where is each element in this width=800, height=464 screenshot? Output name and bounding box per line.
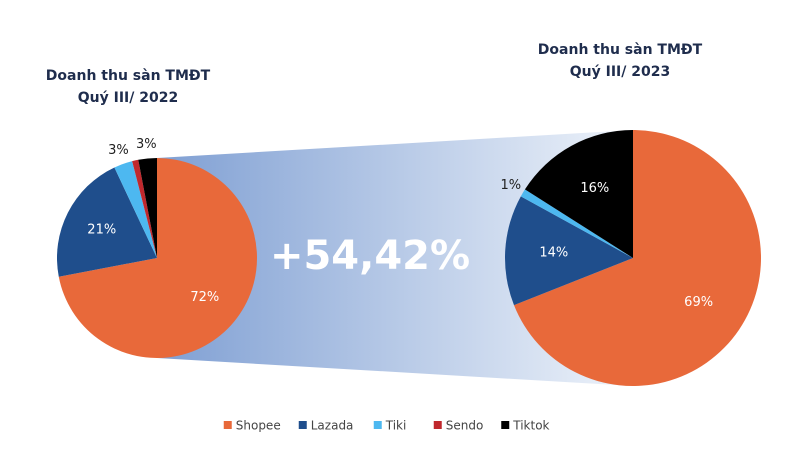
data-label: 16% xyxy=(580,181,609,196)
pie-slice xyxy=(114,161,157,258)
legend-label: Shopee xyxy=(236,419,281,433)
data-label: 1% xyxy=(500,178,521,193)
data-label: 14% xyxy=(539,246,568,261)
data-label: 21% xyxy=(87,222,116,237)
legend-label: Tiki xyxy=(385,419,407,433)
connector-band xyxy=(157,130,633,386)
legend-label: Sendo xyxy=(446,419,484,433)
pie-slice xyxy=(138,158,157,258)
chart-title: Doanh thu sàn TMĐT xyxy=(538,42,703,58)
chart-title: Quý III/ 2022 xyxy=(78,90,178,106)
chart-title: Quý III/ 2023 xyxy=(570,64,670,80)
pie-slice xyxy=(505,196,633,306)
pie-slice xyxy=(524,130,633,258)
chart-title: Doanh thu sàn TMĐT xyxy=(46,68,211,84)
legend-swatch xyxy=(433,421,442,429)
legend-swatch xyxy=(223,421,232,429)
pie-slice xyxy=(132,159,157,258)
legend-swatch xyxy=(298,421,307,429)
legend-label: Tiktok xyxy=(512,419,549,433)
growth-annotation: +54,42% xyxy=(270,233,470,279)
data-label: 72% xyxy=(190,290,219,305)
legend-swatch xyxy=(501,421,510,429)
pie-slice xyxy=(513,130,761,386)
pie-slice xyxy=(56,167,157,277)
legend-swatch xyxy=(373,421,382,429)
data-label: 3% xyxy=(136,137,157,152)
legend-label: Lazada xyxy=(311,419,354,433)
pie-slice xyxy=(520,189,633,258)
data-label: 3% xyxy=(108,143,129,158)
data-label: 69% xyxy=(684,295,713,310)
pie-slice xyxy=(58,158,257,358)
